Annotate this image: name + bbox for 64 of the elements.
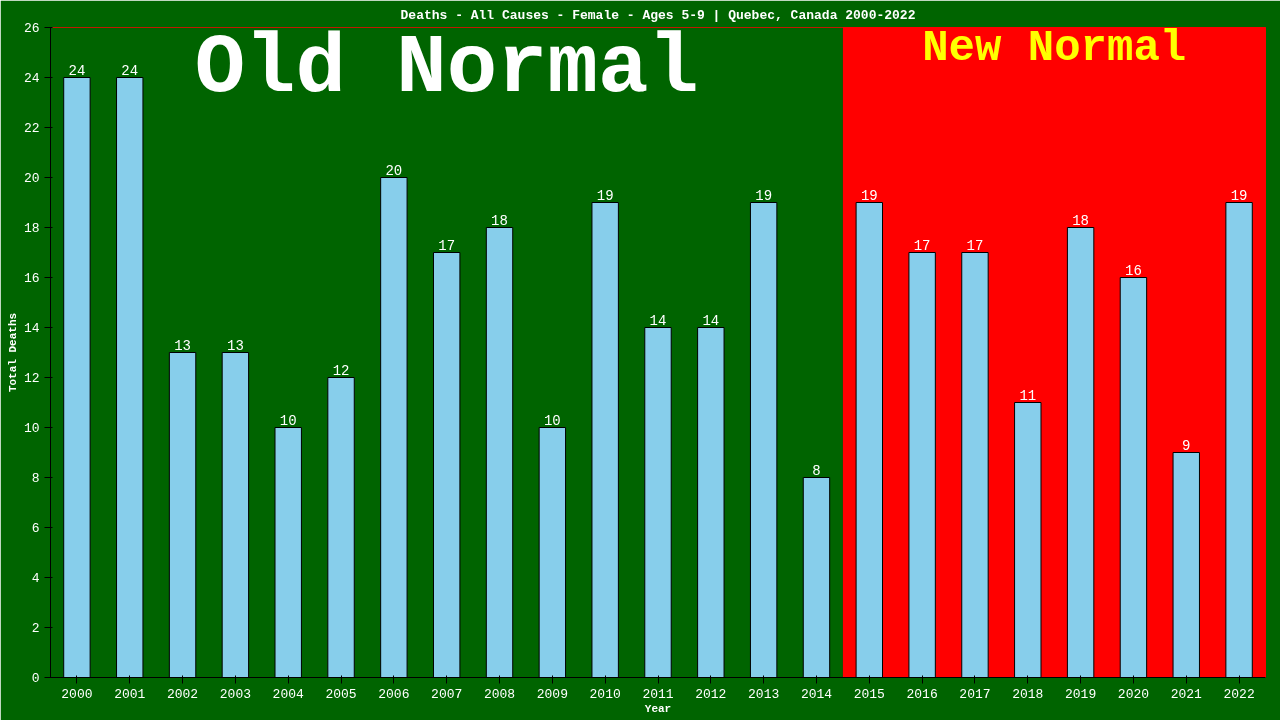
data-label: 18: [1072, 212, 1090, 229]
x-tick-label: 2022: [1223, 686, 1255, 702]
data-label: 17: [966, 237, 984, 254]
data-label: 17: [438, 237, 456, 254]
x-axis-title: Year: [644, 702, 672, 715]
x-tick-label: 2006: [378, 686, 410, 702]
y-tick-label: 24: [23, 71, 40, 86]
data-label: 19: [860, 187, 878, 204]
data-label: 10: [543, 412, 561, 429]
y-tick-label: 0: [31, 671, 40, 686]
x-tick-label: 2002: [166, 686, 199, 702]
y-tick-label: 26: [23, 21, 40, 36]
y-tick-label: 18: [23, 221, 40, 236]
x-tick-label: 2009: [536, 686, 568, 702]
data-label: 19: [596, 187, 614, 204]
x-tick-label: 2008: [483, 686, 516, 702]
data-label: 11: [1019, 387, 1037, 404]
x-tick-label: 2000: [61, 686, 93, 702]
x-tick-label: 2017: [959, 686, 991, 702]
x-tick-label: 2018: [1012, 686, 1044, 702]
x-tick-label: 2004: [272, 686, 305, 702]
y-tick-label: 16: [23, 271, 40, 286]
x-tick-label: 2021: [1170, 686, 1203, 702]
y-axis-title: Total Deaths: [6, 312, 19, 393]
data-label: 13: [226, 337, 244, 354]
x-tick-label: 2013: [748, 686, 780, 702]
y-tick-label: 10: [23, 421, 40, 436]
x-tick-label: 2019: [1065, 686, 1097, 702]
data-label: 24: [121, 62, 139, 79]
x-tick-label: 2010: [589, 686, 621, 702]
data-label: 20: [385, 162, 403, 179]
x-tick-label: 2014: [800, 686, 833, 702]
x-tick-label: 2012: [695, 686, 727, 702]
y-tick-label: 22: [23, 121, 40, 136]
data-label: 12: [332, 362, 350, 379]
data-label: 10: [279, 412, 297, 429]
data-label: 9: [1182, 437, 1191, 454]
x-tick-label: 2016: [906, 686, 938, 702]
data-label: 8: [812, 462, 821, 479]
band-label: New Normal: [922, 22, 1187, 73]
chart-title: Deaths - All Causes - Female - Ages 5-9 | Quebec, Canada 2000-2022: [400, 7, 916, 23]
y-tick-label: 20: [23, 171, 40, 186]
x-tick-label: 2005: [325, 686, 357, 702]
x-tick-label: 2003: [219, 686, 252, 702]
data-label: 19: [1230, 187, 1248, 204]
y-tick-label: 8: [31, 471, 40, 486]
x-tick-label: 2015: [853, 686, 885, 702]
y-tick-label: 4: [31, 571, 40, 586]
data-label: 17: [913, 237, 931, 254]
x-tick-label: 2001: [114, 686, 146, 702]
data-label: 14: [649, 312, 667, 329]
y-tick-label: 12: [23, 371, 40, 386]
data-label: 16: [1125, 262, 1142, 279]
y-tick-label: 6: [31, 521, 40, 536]
data-label: 24: [68, 62, 86, 79]
y-tick-label: 2: [31, 621, 40, 636]
y-tick-label: 14: [23, 321, 40, 336]
x-tick-label: 2007: [431, 686, 463, 702]
data-label: 19: [755, 187, 773, 204]
x-tick-label: 2011: [642, 686, 674, 702]
x-tick-label: 2020: [1117, 686, 1150, 702]
data-label: 18: [491, 212, 508, 229]
data-label: 13: [174, 337, 191, 354]
data-label: 14: [702, 312, 720, 329]
